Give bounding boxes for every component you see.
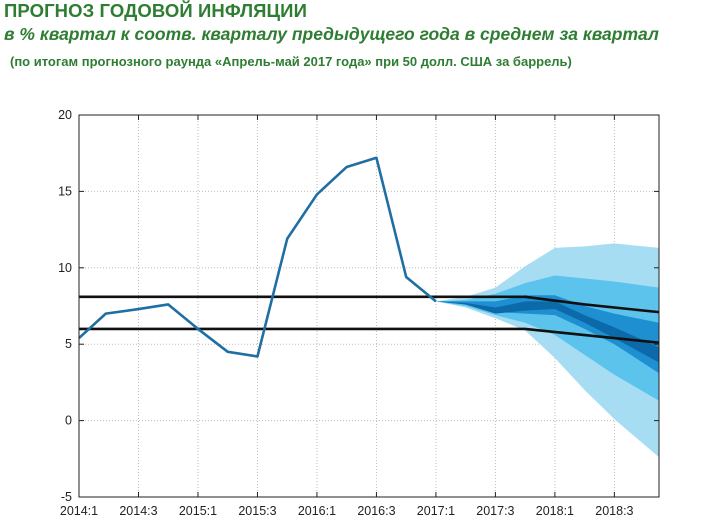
- x-tick-label: 2014:1: [60, 504, 98, 518]
- fan-band-3: [435, 301, 659, 363]
- page-subtitle: в % квартал к соотв. кварталу предыдущег…: [4, 24, 659, 44]
- x-tick-label: 2018:1: [536, 504, 574, 518]
- y-tick-label: 15: [58, 184, 72, 198]
- series-lines: [78, 156, 437, 358]
- corridor-lines: [79, 295, 660, 344]
- page-title: ПРОГНОЗ ГОДОВОЙ ИНФЛЯЦИИ: [4, 0, 307, 21]
- x-tick-label: 2017:3: [476, 504, 514, 518]
- x-tick-label: 2016:3: [357, 504, 395, 518]
- corridor-line-0: [79, 295, 660, 314]
- y-tick-label: 0: [65, 414, 72, 428]
- corridor-line-1: [79, 327, 660, 344]
- y-tick-label: 20: [58, 108, 72, 122]
- x-tick-label: 2017:1: [417, 504, 455, 518]
- y-tick-label: -5: [61, 490, 72, 504]
- y-tick-label: 10: [58, 261, 72, 275]
- series-line-0: [78, 156, 437, 358]
- x-tick-label: 2016:1: [298, 504, 336, 518]
- x-tick-label: 2015:3: [238, 504, 276, 518]
- axis-ticks: -5 0 5 10 15 20 2014:1 2014:3 2015:1 2015:3 2016:1…: [58, 108, 659, 518]
- fan-band-2: [435, 295, 659, 374]
- fan-chart-bands: [435, 243, 659, 458]
- forecast-note: (по итогам прогнозного раунда «Апрель-ма…: [10, 54, 572, 69]
- x-tick-label: 2015:1: [179, 504, 217, 518]
- x-tick-label: 2014:3: [119, 504, 157, 518]
- x-tick-label: 2018:3: [595, 504, 633, 518]
- y-tick-label: 5: [65, 337, 72, 351]
- plot-frame: [78, 114, 660, 498]
